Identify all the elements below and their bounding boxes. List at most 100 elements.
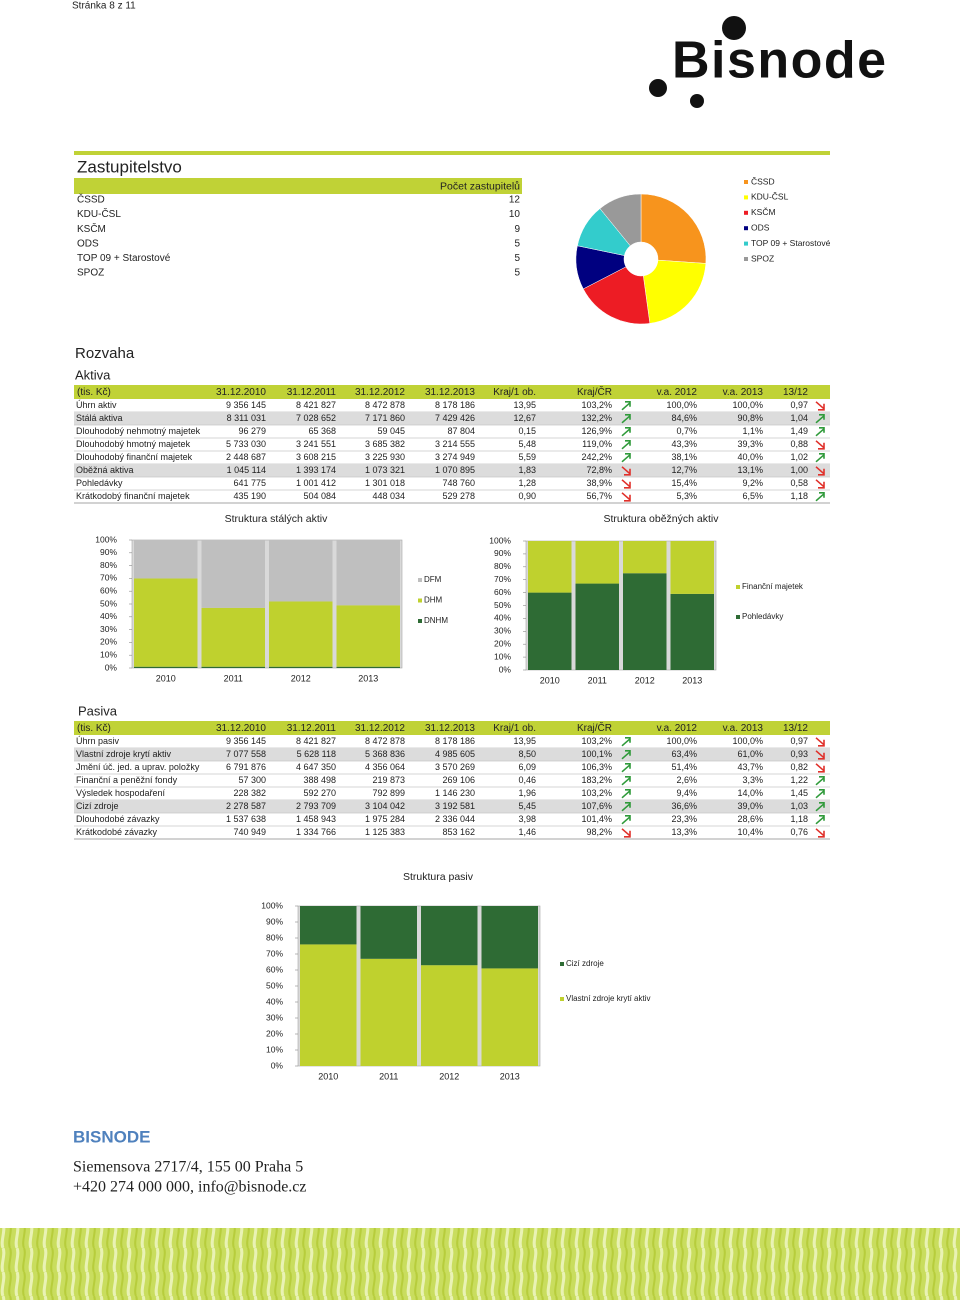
table-cell: 3 241 551 bbox=[296, 439, 336, 449]
legend-marker bbox=[744, 241, 748, 246]
table-cell: 87 804 bbox=[447, 426, 475, 436]
x-tick-label: 2013 bbox=[500, 1071, 520, 1081]
table-cell: 0,58 bbox=[790, 478, 808, 488]
table-cell: 3 192 581 bbox=[435, 801, 475, 811]
table-cell: 448 034 bbox=[372, 491, 405, 501]
y-tick-label: 40% bbox=[266, 996, 283, 1006]
bar bbox=[360, 958, 417, 1066]
legend-label: KDU-ČSL bbox=[751, 192, 789, 202]
table-cell: Cizí zdroje bbox=[76, 801, 119, 811]
table-cell: 388 498 bbox=[303, 775, 336, 785]
table-cell: 269 106 bbox=[442, 775, 475, 785]
y-tick-label: 0% bbox=[499, 664, 512, 674]
table-cell: 100,1% bbox=[581, 749, 612, 759]
table-cell: 529 278 bbox=[442, 491, 475, 501]
column-header: Počet zastupitelů bbox=[440, 180, 520, 192]
table-cell: 1 125 383 bbox=[365, 827, 405, 837]
footer-address: Siemensova 2717/4, 155 00 Praha 5 bbox=[73, 1159, 303, 1176]
table-cell: 8 311 031 bbox=[227, 413, 266, 423]
table-cell: 853 162 bbox=[442, 827, 475, 837]
pie-slice bbox=[643, 259, 707, 324]
table-cell: Pohledávky bbox=[76, 478, 123, 488]
table-cell: 6,09 bbox=[518, 762, 536, 772]
trend-arrow bbox=[621, 763, 631, 773]
section-title: Zastupitelstvo bbox=[77, 157, 182, 176]
table-cell: 1 334 766 bbox=[296, 827, 336, 837]
table-cell: 106,3% bbox=[581, 762, 612, 772]
x-tick-label: 2012 bbox=[439, 1071, 459, 1081]
table-cell: Dlouhodobý nehmotný majetek bbox=[76, 426, 201, 436]
table-cell: ODS bbox=[77, 238, 99, 249]
row-highlight bbox=[74, 464, 830, 477]
table-cell: 103,2% bbox=[581, 400, 612, 410]
legend-marker bbox=[560, 997, 564, 1001]
x-tick-label: 2011 bbox=[379, 1071, 398, 1081]
trend-arrow bbox=[621, 828, 631, 838]
column-header: 31.12.2012 bbox=[355, 387, 405, 398]
y-tick-label: 20% bbox=[266, 1028, 283, 1038]
column-header: Kraj/1 ob. bbox=[493, 387, 536, 398]
table-cell: Úhrn aktiv bbox=[76, 400, 117, 410]
trend-arrow bbox=[621, 815, 631, 825]
table-cell: 38,1% bbox=[671, 452, 697, 462]
table-cell: 740 949 bbox=[233, 827, 266, 837]
table-cell: 748 760 bbox=[442, 478, 475, 488]
bar bbox=[528, 592, 572, 670]
table-cell: 0,15 bbox=[518, 426, 536, 436]
trend-arrow bbox=[815, 776, 825, 786]
footer-pattern bbox=[0, 1228, 960, 1300]
legend-label: DHM bbox=[424, 596, 443, 605]
table-cell: 39,3% bbox=[737, 439, 763, 449]
pie-slice bbox=[599, 193, 642, 247]
bar bbox=[670, 593, 714, 670]
table-cell: 3 570 269 bbox=[435, 762, 475, 772]
table-cell: 1 073 321 bbox=[365, 465, 405, 475]
table-cell: 12,67 bbox=[513, 413, 536, 423]
x-tick-label: 2010 bbox=[540, 675, 560, 685]
logo-dot bbox=[649, 79, 667, 97]
y-tick-label: 0% bbox=[271, 1060, 284, 1070]
bar bbox=[269, 540, 333, 602]
table-cell: 101,4% bbox=[581, 814, 612, 824]
legend-marker bbox=[418, 578, 422, 582]
table-cell: 4 356 064 bbox=[365, 762, 405, 772]
table-cell: 792 899 bbox=[372, 788, 405, 798]
column-header: 31.12.2013 bbox=[425, 387, 475, 398]
column-header: 31.12.2011 bbox=[287, 387, 337, 398]
table-cell: 107,6% bbox=[581, 801, 612, 811]
table-cell: Krátkodobé závazky bbox=[76, 827, 158, 837]
table-cell: 4 985 605 bbox=[435, 749, 475, 759]
table-cell: 8 421 827 bbox=[296, 400, 336, 410]
trend-arrow bbox=[815, 828, 825, 838]
table-cell: 51,4% bbox=[671, 762, 697, 772]
page-header: Stránka 8 z 11 bbox=[72, 1, 136, 12]
table-cell: 59 045 bbox=[377, 426, 405, 436]
table-cell: 28,6% bbox=[737, 814, 763, 824]
y-tick-label: 10% bbox=[266, 1044, 283, 1054]
table-cell: 1 301 018 bbox=[365, 478, 405, 488]
table-cell: 7 429 426 bbox=[435, 413, 475, 423]
column-header: v.a. 2012 bbox=[657, 723, 698, 734]
y-tick-label: 100% bbox=[489, 535, 511, 545]
table-cell: 0,7% bbox=[676, 426, 697, 436]
section-title: Rozvaha bbox=[75, 345, 135, 362]
table-cell: KDU-ČSL bbox=[77, 207, 121, 220]
footer-brand: BISNODE bbox=[73, 1127, 150, 1146]
table-header bbox=[74, 178, 522, 194]
table-cell: 13,1% bbox=[737, 465, 763, 475]
table-cell: 2 448 687 bbox=[226, 452, 266, 462]
table-cell: 2 336 044 bbox=[435, 814, 475, 824]
table-cell: 40,0% bbox=[737, 452, 763, 462]
table-cell: SPOZ bbox=[77, 268, 104, 279]
y-tick-label: 70% bbox=[266, 948, 283, 958]
table-cell: 1 070 895 bbox=[435, 465, 475, 475]
table-cell: 1,22 bbox=[790, 775, 808, 785]
table-cell: 2,6% bbox=[676, 775, 697, 785]
table-cell: 1,45 bbox=[790, 788, 808, 798]
table-cell: 10 bbox=[509, 209, 521, 220]
column-header: 31.12.2012 bbox=[355, 723, 405, 734]
table-cell: 5,48 bbox=[518, 439, 536, 449]
table-cell: KSČM bbox=[77, 222, 106, 235]
